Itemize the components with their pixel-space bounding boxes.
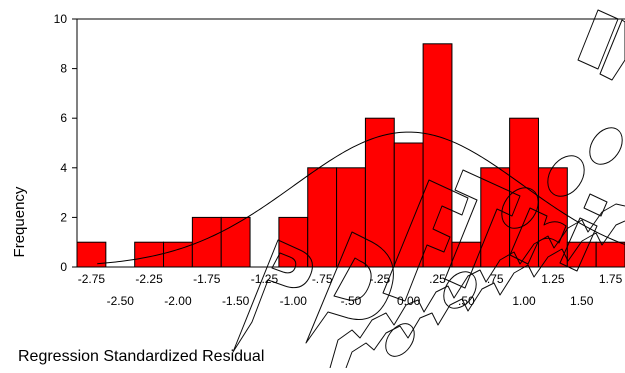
watermark <box>232 9 625 369</box>
y-tick-label: 10 <box>54 12 68 26</box>
x-tick-label: 1.25 <box>541 272 565 286</box>
histogram-bar <box>422 43 453 268</box>
x-tick-label: .25 <box>429 272 446 286</box>
x-tick-label: -2.00 <box>164 294 192 308</box>
x-tick-label: 1.75 <box>599 272 623 286</box>
axes-layer <box>76 18 625 268</box>
x-tick-labels: -2.75 -2.25 -1.75 -1.25 -.75 -.25 .25 .75 1.25 1.… <box>78 272 623 308</box>
x-tick-label: 1.00 <box>512 294 536 308</box>
histogram-bar <box>191 216 222 268</box>
histogram-bar <box>480 167 511 268</box>
x-tick-label: -1.25 <box>251 272 279 286</box>
x-tick-label: -1.75 <box>193 272 221 286</box>
x-tick-label: 1.50 <box>570 294 594 308</box>
histogram-bar <box>76 241 107 268</box>
histogram-bar <box>566 241 597 268</box>
y-tick-label: 8 <box>60 62 67 76</box>
y-tick-label: 6 <box>60 111 67 125</box>
y-axis-label: Frequency <box>11 186 28 257</box>
y-tick-label: 2 <box>60 210 67 224</box>
x-tick-label: -1.50 <box>222 294 250 308</box>
histogram-bar <box>307 167 338 268</box>
x-tick-label: -2.75 <box>78 272 106 286</box>
x-tick-label: -2.25 <box>135 272 163 286</box>
histogram-bar <box>595 241 625 268</box>
x-tick-label: 0.00 <box>397 294 421 308</box>
x-axis-label: Regression Standardized Residual <box>18 348 264 365</box>
bars-layer <box>76 43 625 268</box>
histogram-bar <box>537 167 568 268</box>
histogram-bar <box>220 216 251 268</box>
y-tick-labels: 0 2 4 6 8 10 <box>54 12 77 274</box>
x-tick-label: -.50 <box>341 294 362 308</box>
histogram-bar <box>451 241 482 268</box>
x-tick-label: -.25 <box>369 272 390 286</box>
histogram-bar <box>364 117 395 268</box>
x-tick-label: -.75 <box>312 272 333 286</box>
y-tick-label: 0 <box>60 260 67 274</box>
x-tick-label: -2.50 <box>107 294 135 308</box>
x-tick-label: -1.00 <box>280 294 308 308</box>
x-tick-label: .50 <box>458 294 475 308</box>
y-tick-label: 4 <box>60 161 67 175</box>
x-tick-label: .75 <box>487 272 504 286</box>
histogram-bar <box>336 167 366 268</box>
